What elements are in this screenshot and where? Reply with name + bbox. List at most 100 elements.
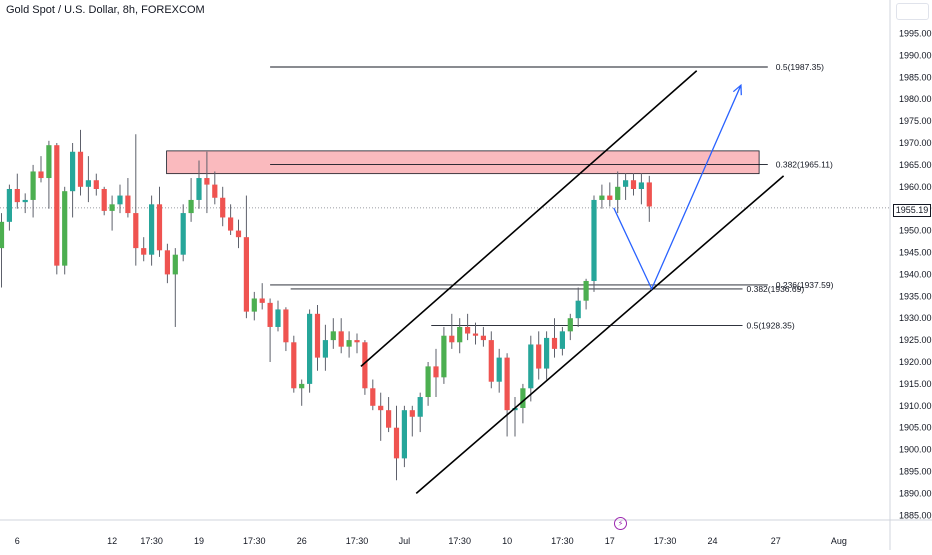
fib-level-label: 0.5(1928.35) bbox=[747, 320, 795, 330]
candle-body bbox=[109, 204, 115, 211]
x-tick-label: 27 bbox=[771, 536, 781, 546]
candle-body bbox=[235, 230, 242, 238]
settings-box[interactable] bbox=[896, 3, 929, 20]
candle-body bbox=[401, 410, 407, 459]
candle-body bbox=[117, 195, 123, 205]
candle-body bbox=[591, 199, 597, 281]
y-tick-label: 1950.00 bbox=[899, 226, 932, 236]
candle-body bbox=[291, 342, 297, 389]
x-tick-label: Aug bbox=[831, 536, 847, 546]
candle-body bbox=[212, 184, 218, 198]
lightning-bolt-icon[interactable]: ⚡ bbox=[614, 517, 627, 530]
candle-body bbox=[638, 182, 644, 189]
candle-body bbox=[393, 427, 400, 459]
x-tick-label: 17:30 bbox=[346, 536, 369, 546]
candle-body bbox=[567, 318, 573, 332]
x-tick-label: 19 bbox=[194, 536, 204, 546]
candle-body bbox=[228, 217, 234, 231]
y-tick-label: 1980.00 bbox=[899, 94, 932, 104]
fib-level-label: 0.5(1987.35) bbox=[776, 62, 824, 72]
candle-body bbox=[141, 248, 147, 255]
fib-level-label: 0.382(1936.69) bbox=[747, 284, 805, 294]
candle-body bbox=[551, 337, 558, 349]
candle-body bbox=[488, 340, 494, 382]
candle-body bbox=[544, 337, 550, 369]
candle-body bbox=[77, 151, 84, 187]
candle-body bbox=[441, 335, 447, 378]
x-tick-label: 12 bbox=[107, 536, 117, 546]
channel-upper-line bbox=[360, 70, 698, 367]
y-tick-label: 1885.00 bbox=[899, 510, 932, 520]
candle-body bbox=[243, 237, 249, 312]
candle-body bbox=[354, 340, 360, 343]
candle-body bbox=[93, 180, 99, 189]
candle-body bbox=[338, 331, 344, 347]
projection-path bbox=[613, 84, 742, 291]
y-tick-label: 1925.00 bbox=[899, 335, 932, 345]
y-tick-label: 1905.00 bbox=[899, 423, 932, 433]
x-tick-label: 24 bbox=[707, 536, 717, 546]
x-tick-label: 17:30 bbox=[243, 536, 266, 546]
trendline-layer bbox=[360, 70, 785, 495]
candle-body bbox=[14, 188, 20, 203]
candle-body bbox=[149, 204, 155, 255]
axis-labels-layer: 1885.00 1890.00 1895.00 1900.00 1905.00 1910.… bbox=[15, 29, 932, 547]
x-tick-label: 17:30 bbox=[448, 536, 471, 546]
candle-body bbox=[85, 180, 91, 187]
y-tick-label: 1975.00 bbox=[899, 116, 932, 126]
channel-lower-line bbox=[415, 175, 785, 495]
candle-body bbox=[6, 188, 12, 222]
x-tick-label: Jul bbox=[399, 536, 411, 546]
x-tick-label: 17:30 bbox=[140, 536, 163, 546]
candle-body bbox=[646, 182, 652, 207]
candle-body bbox=[307, 313, 313, 384]
y-tick-label: 1985.00 bbox=[899, 72, 932, 82]
candle-body bbox=[188, 199, 194, 214]
candle-body bbox=[417, 397, 423, 417]
last-price-tag: 1955.19 bbox=[893, 204, 931, 217]
y-tick-label: 1900.00 bbox=[899, 445, 932, 455]
candle-body bbox=[133, 213, 139, 249]
candle-body bbox=[251, 298, 257, 312]
candle-body bbox=[22, 199, 28, 203]
y-tick-label: 1945.00 bbox=[899, 248, 932, 258]
y-tick-label: 1995.00 bbox=[899, 29, 932, 39]
candle-body bbox=[630, 180, 637, 189]
projection-arrowhead bbox=[732, 83, 742, 96]
chart-title: Gold Spot / U.S. Dollar, 8h, FOREXCOM bbox=[6, 4, 205, 16]
candle-body bbox=[480, 335, 486, 341]
x-tick-label: 26 bbox=[297, 536, 307, 546]
candle-body bbox=[536, 344, 542, 369]
y-tick-label: 1960.00 bbox=[899, 182, 932, 192]
candle-body bbox=[46, 145, 52, 179]
candle-body bbox=[528, 344, 534, 389]
y-tick-label: 1990.00 bbox=[899, 50, 932, 60]
candle-body bbox=[465, 326, 471, 334]
candle-body bbox=[196, 178, 202, 200]
candles-layer bbox=[0, 129, 652, 481]
resistance-zone bbox=[166, 150, 760, 175]
candle-body bbox=[267, 302, 273, 327]
candle-body bbox=[520, 388, 526, 408]
candle-body bbox=[164, 250, 170, 275]
candle-body bbox=[283, 309, 289, 343]
candle-body bbox=[156, 204, 163, 251]
candle-body bbox=[180, 213, 186, 255]
y-tick-label: 1920.00 bbox=[899, 357, 932, 367]
candle-body bbox=[386, 410, 392, 428]
candle-body bbox=[457, 326, 463, 343]
candle-body bbox=[38, 171, 44, 179]
candle-body bbox=[275, 309, 281, 327]
y-tick-label: 1940.00 bbox=[899, 269, 932, 279]
y-tick-label: 1890.00 bbox=[899, 488, 932, 498]
candle-body bbox=[259, 298, 265, 303]
candle-body bbox=[575, 300, 581, 319]
candle-body bbox=[496, 357, 502, 382]
candle-body bbox=[607, 195, 613, 200]
candle-body bbox=[425, 366, 431, 398]
candle-body bbox=[0, 221, 5, 249]
candle-body bbox=[330, 331, 336, 341]
